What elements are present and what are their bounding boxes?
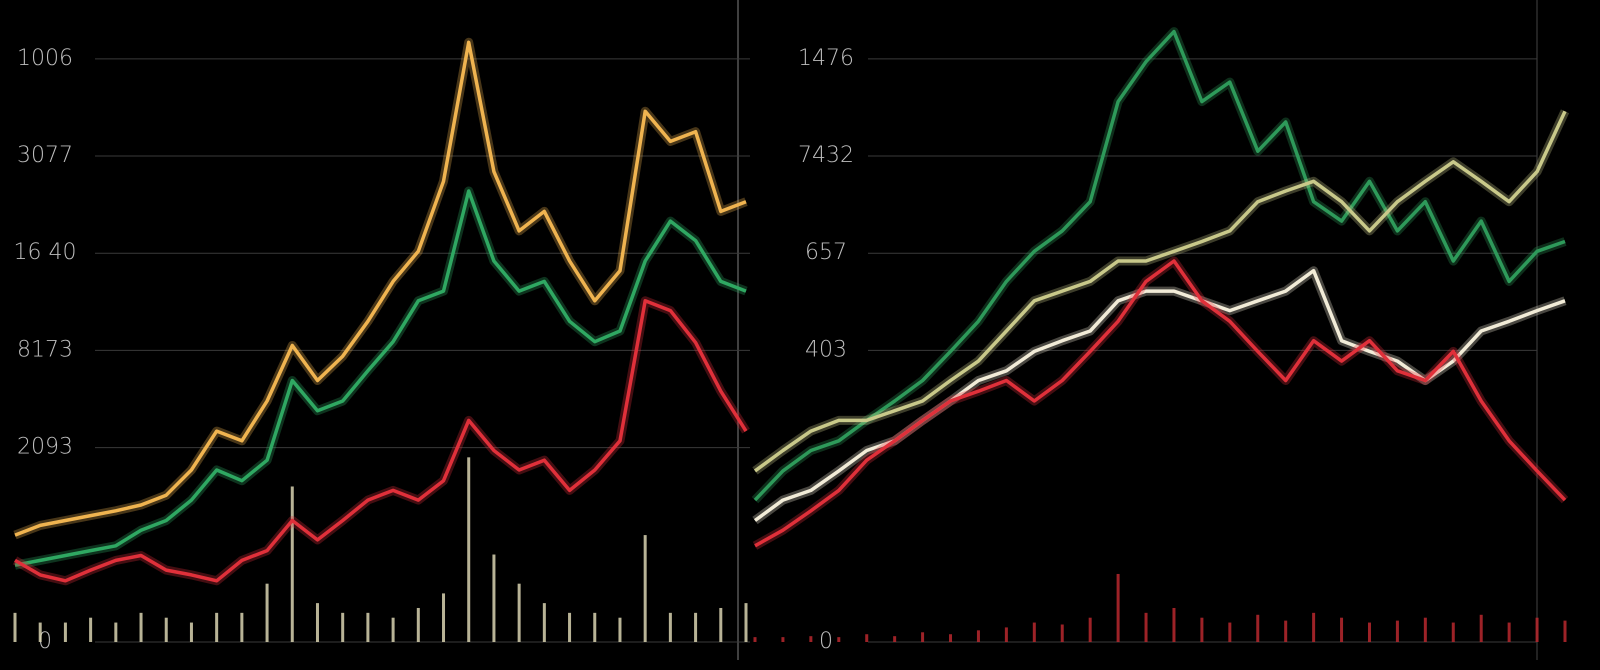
volume-bar xyxy=(1060,624,1064,642)
volume-bar xyxy=(189,622,193,642)
volume-bar xyxy=(976,630,980,642)
series-line xyxy=(753,110,1567,473)
volume-bar xyxy=(1479,614,1483,642)
volume-bar xyxy=(1004,627,1008,642)
volume-bar xyxy=(63,622,67,642)
volume-bar xyxy=(542,603,546,642)
volume-bar xyxy=(492,554,496,642)
y-tick-label: 8173 xyxy=(17,337,73,362)
volume-bar xyxy=(89,617,93,642)
y-tick-label: 16 40 xyxy=(14,240,77,265)
volume-bar xyxy=(568,612,572,642)
volume-bar xyxy=(1200,617,1204,642)
volume-bar xyxy=(837,637,841,642)
volume-bar xyxy=(265,583,269,642)
volume-bar xyxy=(1423,617,1427,642)
volume-bar xyxy=(593,612,597,642)
volume-bar xyxy=(781,637,785,642)
volume-bar xyxy=(1032,622,1036,642)
volume-bar xyxy=(1172,607,1176,642)
volume-bar xyxy=(949,634,953,642)
volume-bar xyxy=(442,593,446,642)
volume-bar xyxy=(744,603,748,642)
volume-bar xyxy=(1228,622,1232,642)
volume-bar xyxy=(1256,614,1260,642)
volume-bar xyxy=(694,612,698,642)
y-tick-label: 3077 xyxy=(17,143,73,168)
volume-bar xyxy=(139,612,143,642)
series-line xyxy=(14,189,747,567)
volume-bar xyxy=(341,612,345,642)
volume-bar xyxy=(719,607,723,642)
volume-bar xyxy=(240,612,244,642)
volume-bar xyxy=(1284,620,1288,642)
volume-bar xyxy=(1535,617,1539,642)
y-tick-label: 0 xyxy=(819,629,833,654)
volume-bar xyxy=(13,612,17,642)
volume-bar xyxy=(290,486,294,642)
volume-bar xyxy=(215,612,219,642)
volume-bar xyxy=(1144,612,1148,642)
volume-bar xyxy=(809,636,813,642)
series-line xyxy=(14,299,748,583)
y-tick-label: 657 xyxy=(805,240,847,265)
volume-bar xyxy=(1367,622,1371,642)
volume-bar xyxy=(618,617,622,642)
volume-bar xyxy=(517,583,521,642)
volume-bar xyxy=(315,603,319,642)
volume-bar xyxy=(668,612,672,642)
volume-bar xyxy=(865,634,869,642)
y-tick-label: 1476 xyxy=(798,46,854,71)
volume-bar xyxy=(921,632,925,642)
volume-bar xyxy=(1563,620,1567,642)
volume-bar xyxy=(467,457,471,642)
y-tick-label: 7432 xyxy=(798,143,854,168)
volume-bar xyxy=(753,637,757,642)
volume-bar xyxy=(1340,617,1344,642)
series-line xyxy=(14,40,747,537)
volume-bar xyxy=(366,612,370,642)
y-tick-label: 2093 xyxy=(17,435,73,460)
volume-bar xyxy=(1451,622,1455,642)
volume-bar xyxy=(1507,622,1511,642)
series-line xyxy=(753,29,1566,502)
volume-bar xyxy=(114,622,118,642)
volume-bar xyxy=(893,636,897,642)
volume-bar xyxy=(391,617,395,642)
volume-bar xyxy=(1116,573,1120,642)
volume-bar xyxy=(1312,612,1316,642)
volume-bar xyxy=(643,535,647,642)
volume-bar xyxy=(1088,617,1092,642)
y-tick-label: 1006 xyxy=(17,46,73,71)
volume-bar xyxy=(164,617,168,642)
series-line xyxy=(754,259,1567,548)
y-tick-label: 403 xyxy=(805,337,847,362)
volume-bar xyxy=(1395,620,1399,642)
volume-bar xyxy=(416,607,420,642)
volume-bar xyxy=(38,622,42,642)
